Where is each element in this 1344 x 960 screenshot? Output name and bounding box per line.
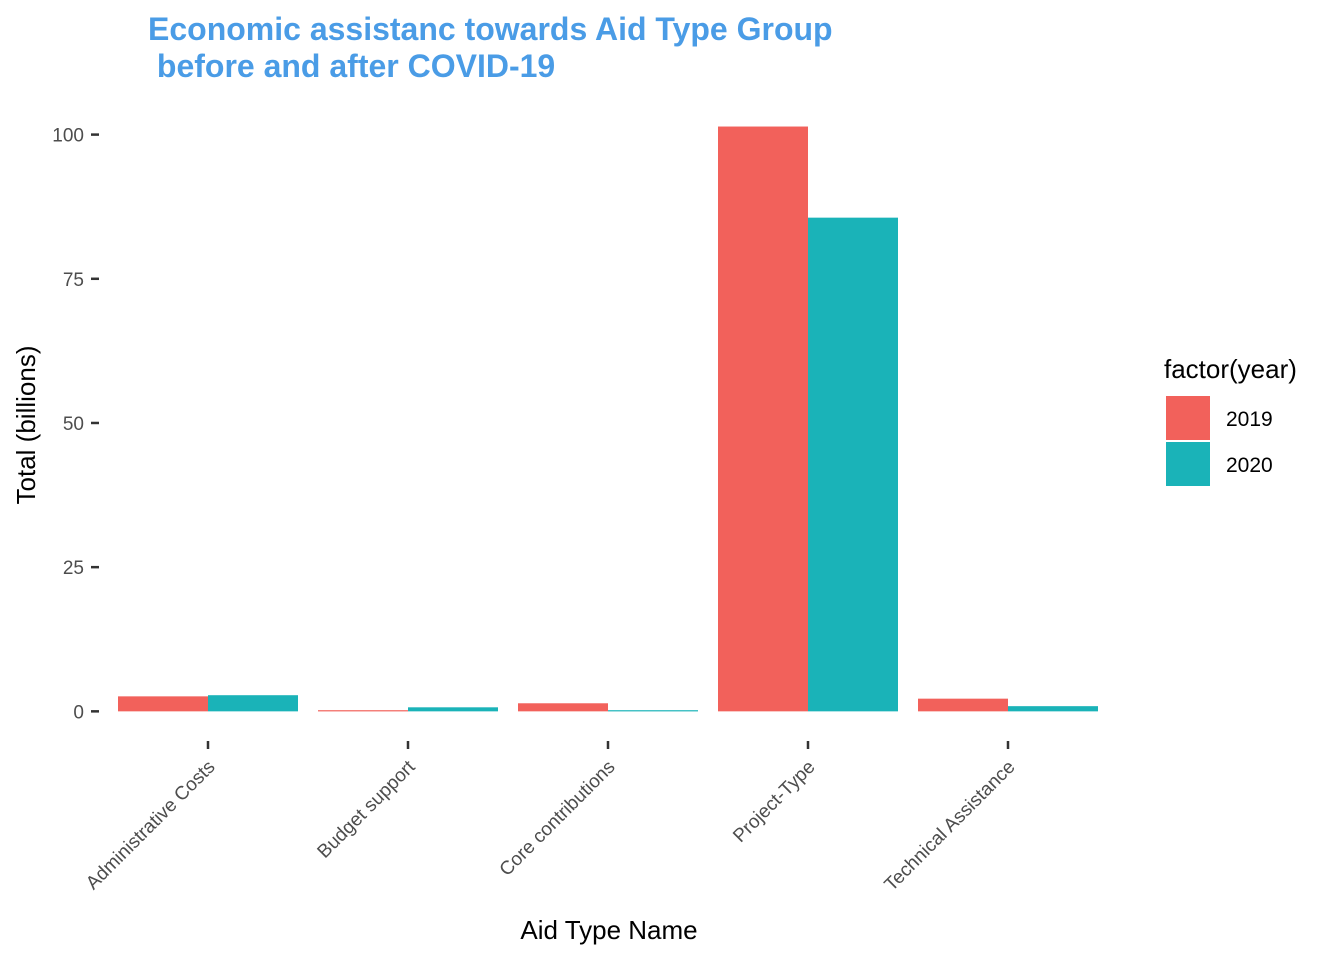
bar-2019-0 xyxy=(118,696,208,712)
y-tick-label-2: 50 xyxy=(63,414,84,435)
bar-2019-2 xyxy=(518,703,608,712)
chart-title-line-2: before and after COVID-19 xyxy=(148,48,555,84)
legend-swatch-2020 xyxy=(1166,442,1210,486)
chart-title-line-1: Economic assistanc towards Aid Type Grou… xyxy=(148,11,833,47)
bar-2020-0 xyxy=(208,695,298,712)
x-axis: Administrative Costs Budget support Core c… xyxy=(82,741,1020,896)
bar-2019-4 xyxy=(918,698,1008,712)
legend-title: factor(year) xyxy=(1164,354,1297,384)
x-tick-label-2: Core contributions xyxy=(496,757,620,881)
x-axis-title: Aid Type Name xyxy=(520,915,697,945)
y-axis: 0 25 50 75 100 xyxy=(52,126,99,723)
bar-2020-2 xyxy=(608,710,698,712)
y-tick-label-4: 100 xyxy=(52,126,84,147)
x-tick-label-1: Budget support xyxy=(314,756,420,862)
bar-2020-4 xyxy=(1008,706,1098,712)
legend-items: 2019 2020 xyxy=(1166,396,1273,486)
y-axis-title: Total (billions) xyxy=(11,346,41,505)
chart-title: Economic assistanc towards Aid Type Grou… xyxy=(148,11,833,84)
y-tick-label-3: 75 xyxy=(63,270,84,291)
legend: factor(year) 2019 2020 xyxy=(1164,354,1297,486)
x-tick-label-4: Technical Assistance xyxy=(881,757,1020,896)
bar-2019-1 xyxy=(318,710,408,712)
x-tick-label-0: Administrative Costs xyxy=(82,757,219,894)
legend-label-2019: 2019 xyxy=(1226,408,1273,431)
y-tick-label-0: 0 xyxy=(73,702,84,723)
bar-2020-3 xyxy=(808,217,898,712)
y-tick-label-1: 25 xyxy=(63,558,84,579)
bar-2019-3 xyxy=(718,126,808,712)
legend-swatch-2019 xyxy=(1166,396,1210,440)
x-tick-label-3: Project-Type xyxy=(729,757,819,847)
bars-layer xyxy=(118,126,1098,712)
legend-label-2020: 2020 xyxy=(1226,454,1273,477)
bar-2020-1 xyxy=(408,707,498,712)
